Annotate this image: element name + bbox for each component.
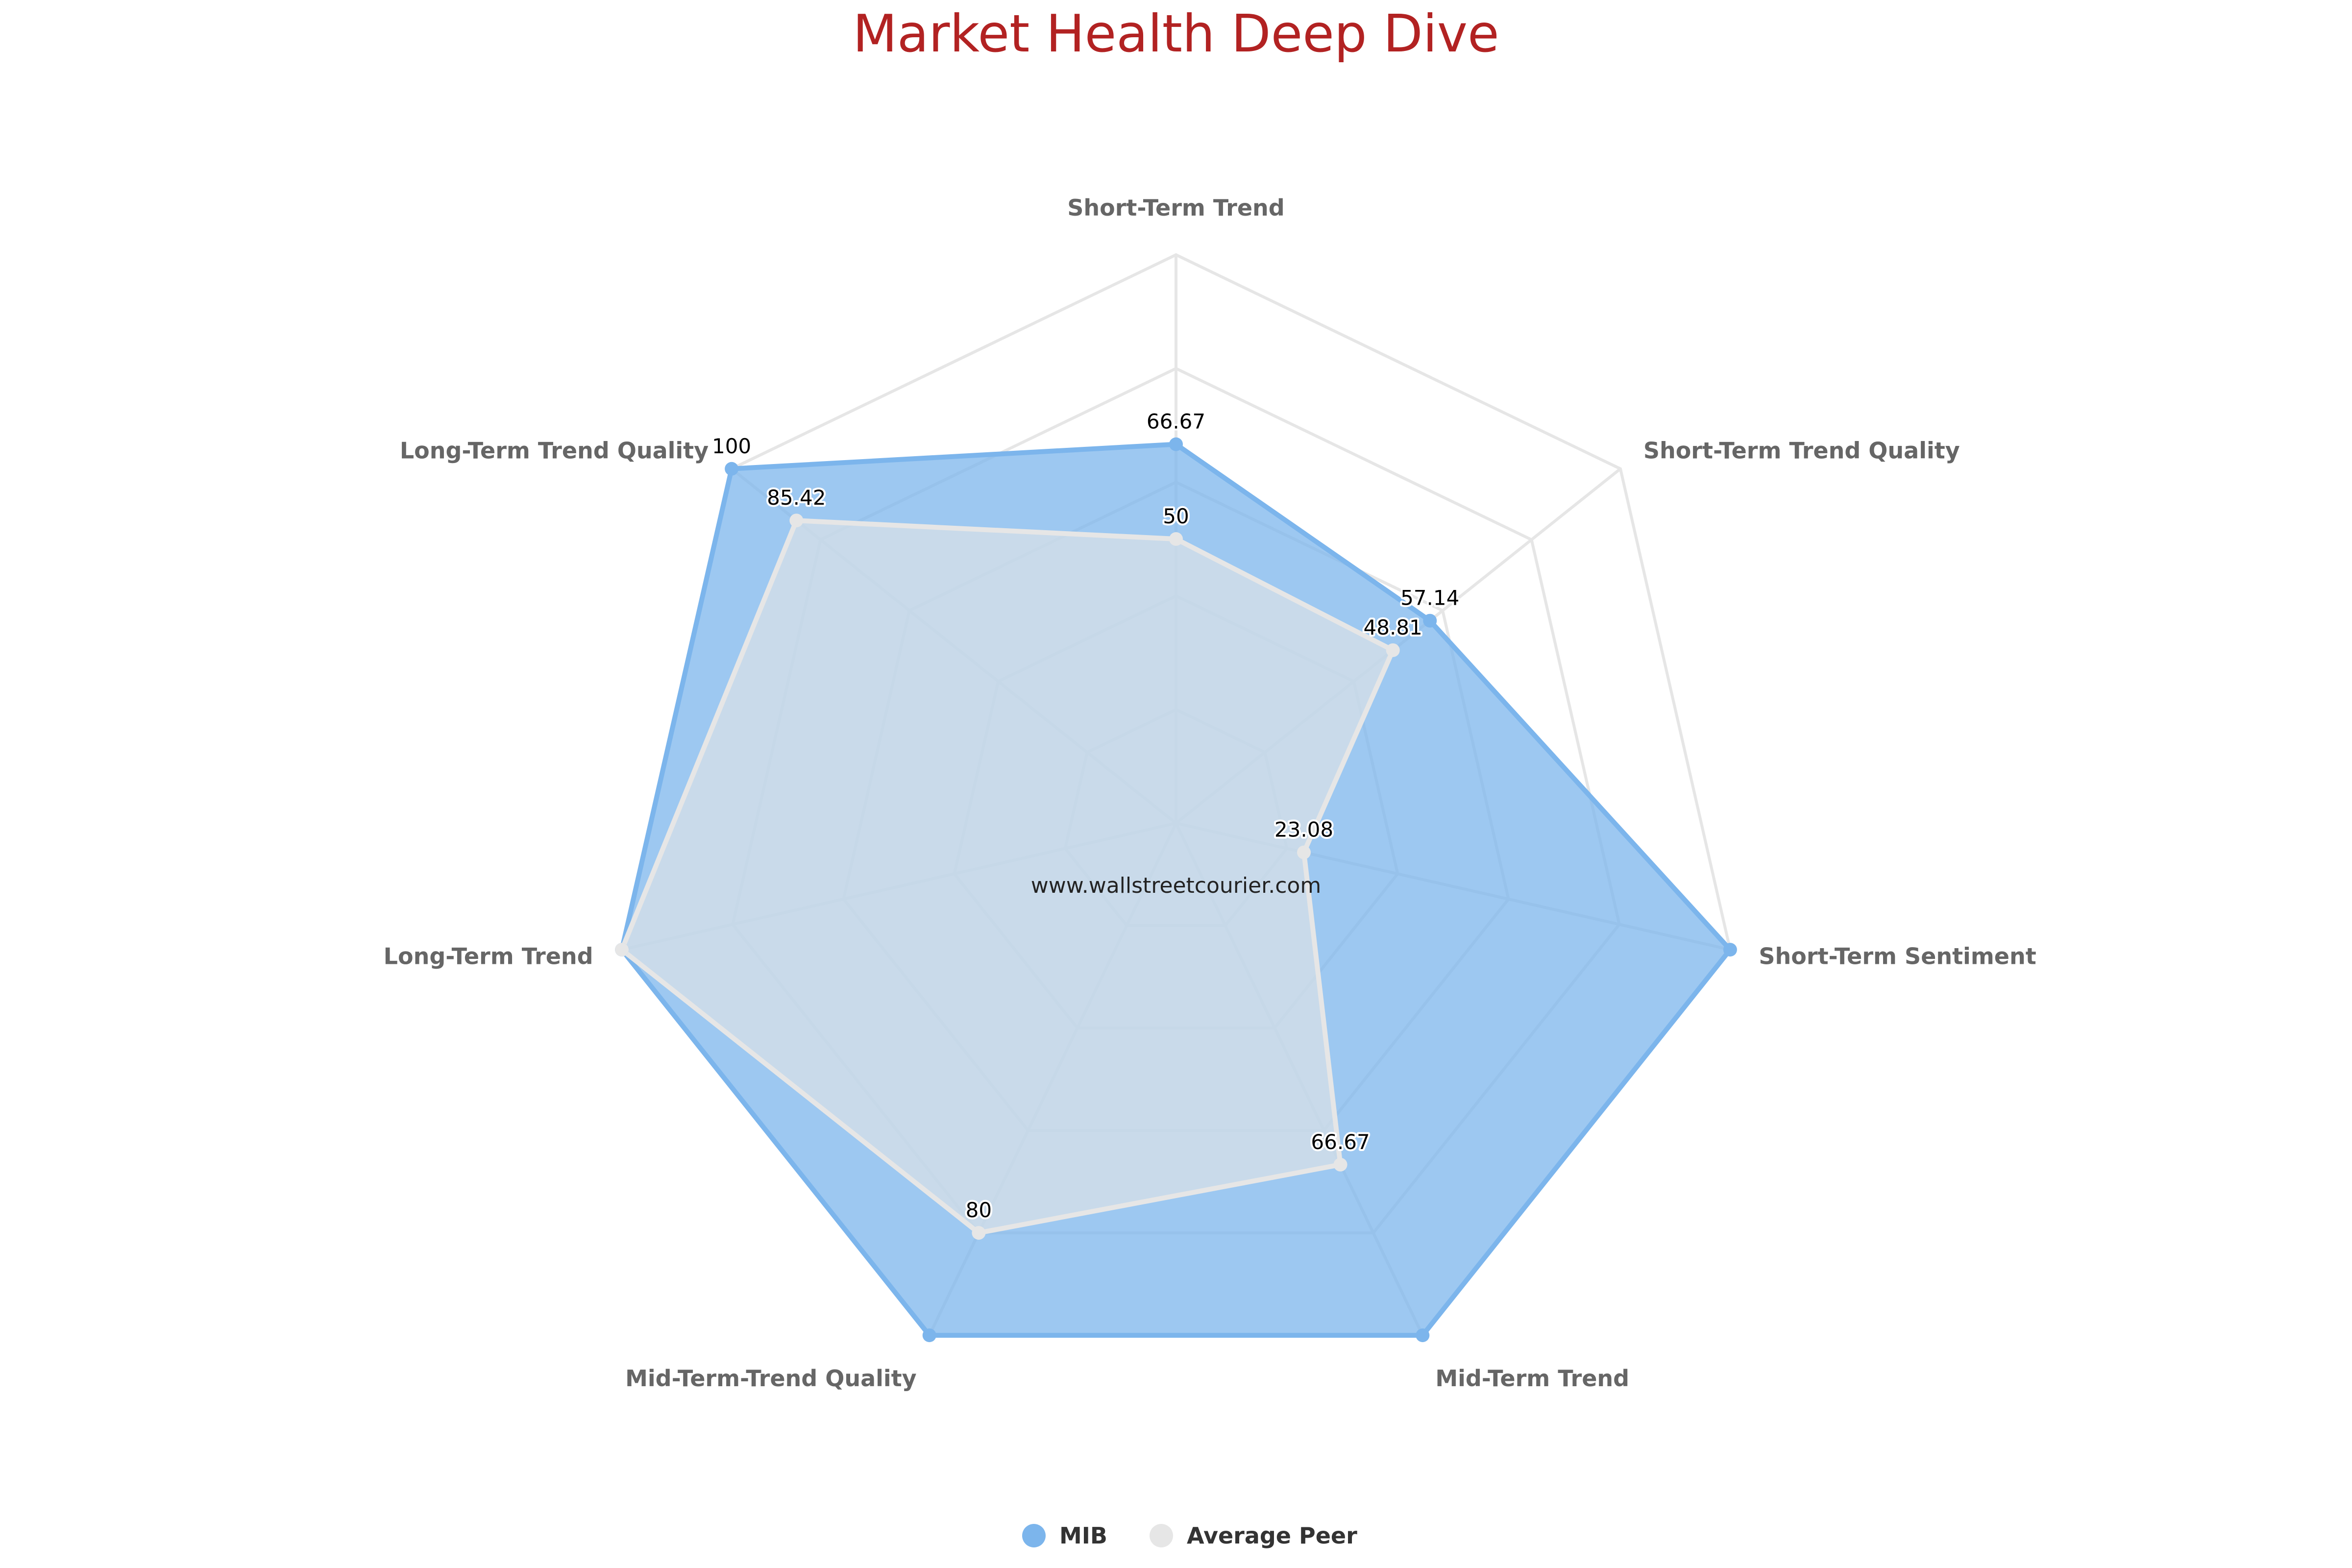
chart-legend: MIB Average Peer <box>1022 1522 1357 1549</box>
radar-data-labels: 66.67 57.14 100 50 48.81 23.08 66.67 80 85.42 <box>710 408 1461 1224</box>
axis-label-7: Long-Term Trend Quality <box>400 437 709 464</box>
series-2-point-7[interactable] <box>789 514 804 528</box>
axis-label-1: Short-Term Trend <box>1067 195 1284 221</box>
series-2-point-6[interactable] <box>615 943 629 957</box>
data-label-2-5: 80 <box>966 1198 992 1222</box>
data-label-2-3: 23.08 <box>1274 818 1333 842</box>
series-1-point-3[interactable] <box>1723 943 1737 957</box>
legend-marker-1[interactable] <box>1022 1524 1046 1547</box>
series-2-point-1[interactable] <box>1169 532 1183 546</box>
series-2-point-2[interactable] <box>1386 643 1400 657</box>
series-1-point-2[interactable] <box>1423 613 1437 628</box>
data-label-1-7: 100 <box>712 434 751 458</box>
series-2-point-4[interactable] <box>1333 1157 1348 1172</box>
data-label-2-7: 85.42 <box>767 486 826 510</box>
chart-title: Market Health Deep Dive <box>853 4 1499 64</box>
series-2-point-3[interactable] <box>1297 845 1311 859</box>
series-2-point-5[interactable] <box>972 1226 986 1240</box>
data-label-2-1: 50 <box>1163 504 1189 528</box>
watermark-text: www.wallstreetcourier.com <box>1031 873 1321 898</box>
legend-marker-2[interactable] <box>1150 1524 1173 1547</box>
legend-item-2[interactable]: Average Peer <box>1187 1522 1357 1549</box>
series-1-point-1[interactable] <box>1169 437 1183 451</box>
series-area-2 <box>619 518 1396 1236</box>
data-label-1-2: 57.14 <box>1400 586 1459 610</box>
axis-label-3: Short-Term Sentiment <box>1759 943 2036 969</box>
axis-label-5: Mid-Term-Trend Quality <box>625 1365 917 1392</box>
series-1-point-5[interactable] <box>922 1328 936 1343</box>
data-label-2-2: 48.81 <box>1364 615 1422 639</box>
radar-series-areas <box>619 441 1733 1338</box>
data-label-1-1: 66.67 <box>1147 410 1205 434</box>
axis-label-4: Mid-Term Trend <box>1435 1365 1629 1392</box>
data-label-2-4: 66.67 <box>1311 1130 1370 1154</box>
series-1-point-7[interactable] <box>725 462 739 476</box>
radar-axis-labels: Short-Term Trend Short-Term Trend Quality… <box>384 195 2036 1392</box>
radar-series-points <box>615 437 1737 1343</box>
axis-label-6: Long-Term Trend <box>384 943 593 969</box>
series-1-point-4[interactable] <box>1416 1328 1430 1343</box>
legend-item-1[interactable]: MIB <box>1059 1522 1107 1549</box>
axis-label-2: Short-Term Trend Quality <box>1643 437 1960 464</box>
